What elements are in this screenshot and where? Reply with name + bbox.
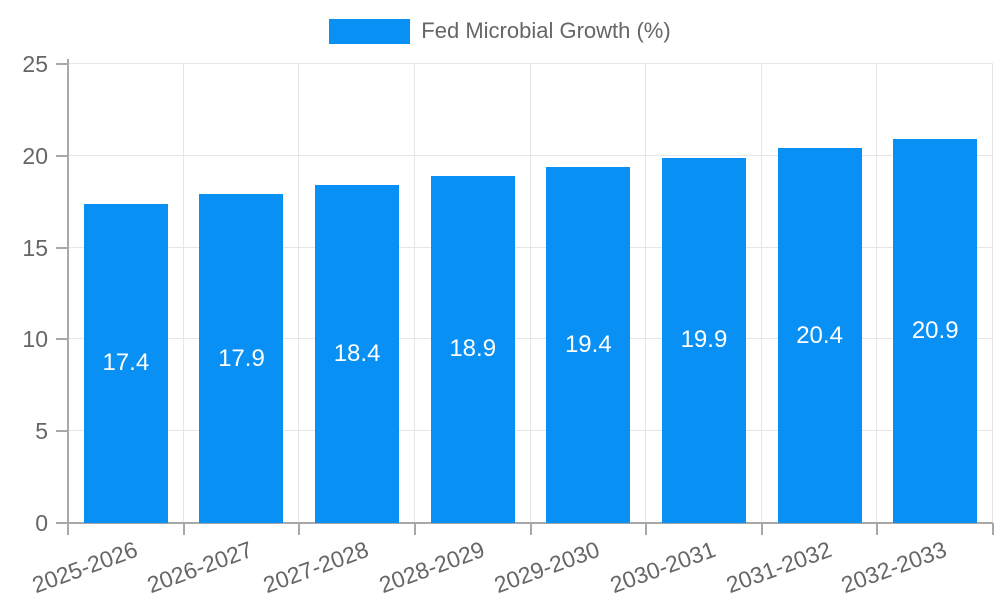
y-tick-label: 15: [22, 234, 48, 261]
gridline-vertical: [760, 64, 762, 523]
bar[interactable]: [777, 148, 862, 523]
gridline-vertical: [992, 64, 993, 523]
legend-swatch: [329, 18, 411, 44]
y-tick-label: 10: [22, 326, 48, 353]
x-axis-tick: [182, 523, 185, 535]
x-tick-label: 2030-2031: [606, 536, 719, 599]
bar-value-label: 20.4: [796, 321, 843, 349]
legend-item[interactable]: Fed Microbial Growth (%): [0, 14, 1000, 48]
bar-value-label: 19.4: [564, 330, 612, 358]
gridline-horizontal: [68, 338, 993, 340]
x-tick-label: 2026-2027: [144, 536, 257, 599]
bar-value-label: 20.9: [911, 317, 959, 345]
gridline-horizontal: [68, 430, 993, 432]
x-axis-tick: [298, 523, 301, 535]
x-tick-label: 2029-2030: [490, 536, 604, 599]
y-axis-tick: [56, 430, 68, 433]
x-tick-label: 2028-2029: [375, 536, 488, 599]
gridline-horizontal: [68, 154, 993, 156]
bar[interactable]: [893, 139, 978, 523]
gridline-vertical: [413, 64, 415, 523]
y-axis-tick: [56, 246, 68, 249]
gridline-vertical: [645, 64, 647, 523]
x-axis-tick: [992, 523, 994, 535]
bar[interactable]: [199, 194, 284, 523]
bar[interactable]: [83, 203, 168, 523]
bar[interactable]: [430, 175, 515, 523]
bar-value-label: 17.4: [102, 349, 150, 377]
y-tick-label: 25: [22, 51, 48, 77]
x-axis-tick: [876, 523, 879, 535]
x-tick-label: 2027-2028: [259, 536, 372, 599]
bar[interactable]: [661, 157, 746, 523]
x-axis-tick: [760, 523, 763, 535]
x-tick-label: 2031-2032: [722, 536, 835, 599]
gridline-vertical: [182, 64, 184, 523]
gridline-horizontal: [68, 63, 993, 64]
gridline-vertical: [876, 64, 878, 523]
y-axis-tick: [56, 63, 68, 65]
y-tick-label: 0: [35, 510, 48, 536]
x-axis-tick: [413, 523, 416, 535]
bar-value-label: 19.9: [680, 326, 728, 354]
x-tick-label: 2032-2033: [837, 536, 951, 599]
gridline-horizontal: [68, 246, 993, 248]
bar-value-label: 18.4: [333, 340, 381, 368]
y-tick-label: 20: [22, 142, 48, 169]
gridline-vertical: [298, 64, 300, 523]
y-axis-tick: [56, 154, 68, 157]
x-axis-tick: [529, 523, 532, 535]
legend-label: Fed Microbial Growth (%): [421, 18, 671, 43]
bar[interactable]: [546, 166, 631, 523]
bar-value-label: 18.9: [449, 335, 497, 363]
x-tick-label: 2025-2026: [28, 536, 141, 599]
y-axis-tick: [56, 338, 68, 341]
x-axis-line: [56, 522, 993, 524]
bar[interactable]: [315, 185, 400, 523]
x-axis-tick: [645, 523, 648, 535]
bar-value-label: 17.9: [218, 344, 265, 372]
gridline-vertical: [529, 64, 531, 523]
y-tick-label: 5: [35, 418, 48, 445]
y-axis-line: [67, 59, 69, 535]
